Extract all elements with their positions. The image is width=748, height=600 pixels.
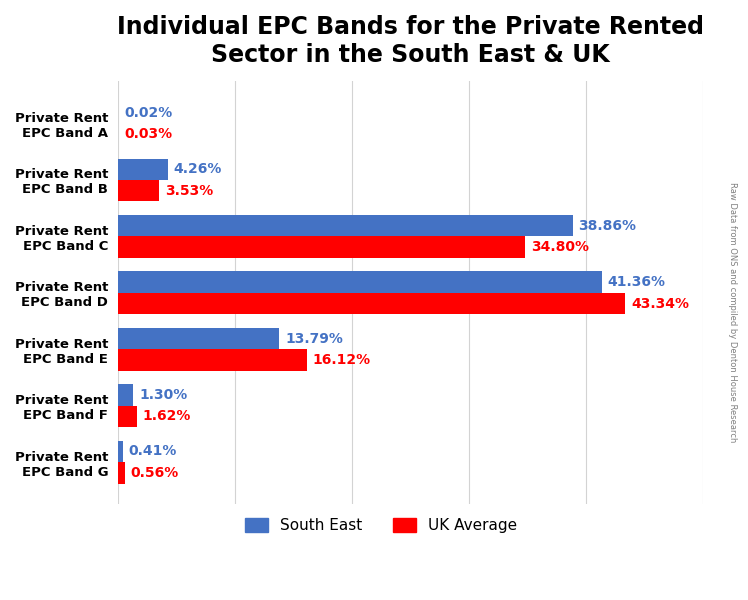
Text: 1.30%: 1.30% <box>139 388 188 402</box>
Bar <box>118 215 573 236</box>
Text: 16.12%: 16.12% <box>313 353 371 367</box>
Text: Raw Data from ONS and compiled by Denton House Research: Raw Data from ONS and compiled by Denton… <box>728 182 737 442</box>
Text: 38.86%: 38.86% <box>579 218 637 233</box>
Text: 41.36%: 41.36% <box>608 275 666 289</box>
Bar <box>118 236 525 258</box>
Text: 0.02%: 0.02% <box>124 106 173 120</box>
Bar <box>118 462 125 484</box>
Text: 1.62%: 1.62% <box>143 409 191 424</box>
Text: 0.56%: 0.56% <box>130 466 179 480</box>
Bar <box>118 293 625 314</box>
Bar <box>118 349 307 371</box>
Text: 13.79%: 13.79% <box>285 332 343 346</box>
Text: 43.34%: 43.34% <box>631 296 689 311</box>
Text: 4.26%: 4.26% <box>174 162 222 176</box>
Bar <box>118 440 123 462</box>
Text: 0.41%: 0.41% <box>129 445 177 458</box>
Bar <box>118 406 137 427</box>
Text: 3.53%: 3.53% <box>165 184 213 198</box>
Bar <box>118 384 133 406</box>
Text: 0.03%: 0.03% <box>124 127 173 141</box>
Bar <box>118 328 280 349</box>
Legend: South East, UK Average: South East, UK Average <box>239 512 524 539</box>
Text: 34.80%: 34.80% <box>531 240 589 254</box>
Title: Individual EPC Bands for the Private Rented
Sector in the South East & UK: Individual EPC Bands for the Private Ren… <box>117 15 704 67</box>
Bar <box>118 158 168 180</box>
Bar <box>118 271 602 293</box>
Bar <box>118 180 159 202</box>
